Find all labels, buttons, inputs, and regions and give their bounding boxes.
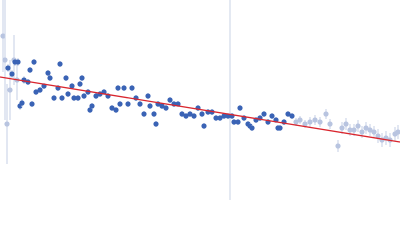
- data-point: [51, 95, 57, 101]
- data-point: [355, 123, 361, 129]
- data-point: [201, 123, 207, 129]
- data-point: [37, 87, 43, 93]
- fit-line: [0, 76, 400, 143]
- chart: [0, 0, 400, 200]
- data-point: [0, 33, 6, 39]
- data-point: [45, 70, 51, 76]
- data-point: [69, 83, 75, 89]
- data-point: [343, 121, 349, 127]
- data-point: [335, 143, 341, 149]
- data-point: [217, 115, 223, 121]
- data-point: [71, 95, 77, 101]
- data-point: [121, 85, 127, 91]
- data-point: [237, 105, 243, 111]
- data-point: [277, 125, 283, 131]
- data-point: [395, 129, 400, 135]
- data-point: [33, 89, 39, 95]
- data-point: [81, 93, 87, 99]
- data-point: [231, 119, 237, 125]
- data-point: [4, 121, 10, 127]
- data-point: [15, 59, 21, 65]
- data-point: [7, 87, 13, 93]
- data-point: [5, 65, 11, 71]
- data-point: [359, 129, 365, 135]
- data-point: [312, 117, 318, 123]
- data-point: [213, 115, 219, 121]
- data-point: [31, 59, 37, 65]
- data-point: [2, 57, 8, 63]
- data-point: [145, 93, 151, 99]
- data-point: [367, 127, 373, 133]
- data-point: [141, 111, 147, 117]
- data-point: [159, 103, 165, 109]
- data-point: [59, 95, 65, 101]
- data-point: [235, 119, 241, 125]
- data-point: [249, 125, 255, 131]
- data-point: [163, 105, 169, 111]
- data-point: [351, 127, 357, 133]
- data-point: [137, 101, 143, 107]
- data-point: [179, 111, 185, 117]
- data-point: [347, 127, 353, 133]
- data-point: [261, 111, 267, 117]
- data-point: [151, 111, 157, 117]
- data-point: [187, 111, 193, 117]
- data-point: [27, 67, 33, 73]
- data-point: [293, 119, 299, 125]
- data-point: [77, 81, 83, 87]
- data-point: [191, 113, 197, 119]
- data-point: [317, 119, 323, 125]
- data-point: [147, 103, 153, 109]
- data-point: [297, 117, 303, 123]
- data-point: [289, 113, 295, 119]
- data-point: [75, 95, 81, 101]
- data-point: [65, 91, 71, 97]
- data-point: [117, 101, 123, 107]
- data-point: [167, 97, 173, 103]
- data-point: [79, 75, 85, 81]
- data-point: [371, 129, 377, 135]
- data-point: [57, 61, 63, 67]
- data-point: [269, 113, 275, 119]
- data-point: [63, 75, 69, 81]
- data-point: [375, 133, 381, 139]
- data-point: [129, 85, 135, 91]
- data-point: [153, 121, 159, 127]
- data-point: [183, 113, 189, 119]
- data-point: [363, 125, 369, 131]
- data-point: [323, 111, 329, 117]
- data-point: [109, 105, 115, 111]
- data-point: [221, 113, 227, 119]
- data-point: [29, 101, 35, 107]
- data-point: [199, 111, 205, 117]
- data-point: [327, 121, 333, 127]
- data-point: [113, 107, 119, 113]
- data-point: [125, 101, 131, 107]
- data-point: [47, 75, 53, 81]
- data-point: [307, 119, 313, 125]
- data-point: [339, 125, 345, 131]
- data-point: [19, 100, 25, 106]
- data-point: [302, 121, 308, 127]
- data-point: [115, 85, 121, 91]
- data-point: [89, 103, 95, 109]
- data-point: [87, 107, 93, 113]
- data-point: [9, 71, 15, 77]
- data-point: [93, 93, 99, 99]
- data-point: [285, 111, 291, 117]
